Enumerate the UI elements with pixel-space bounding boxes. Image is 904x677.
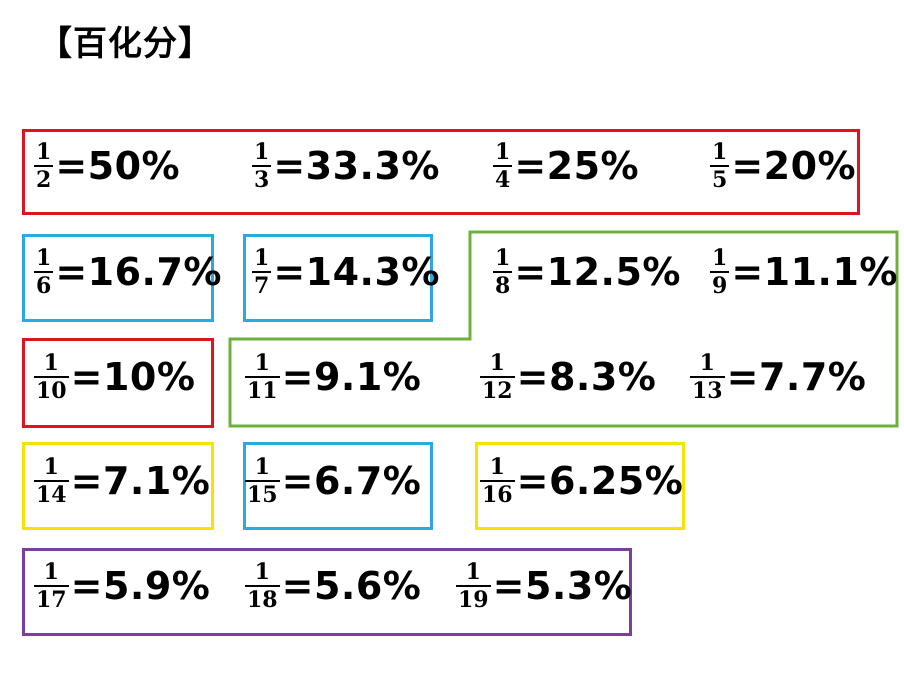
numerator: 1	[43, 559, 59, 585]
numerator: 1	[36, 245, 52, 271]
group-box-yellow-fourteenth	[22, 442, 214, 530]
percent-value: =5.6%	[281, 564, 422, 608]
denominator: 9	[712, 273, 728, 299]
numerator: 1	[254, 350, 270, 376]
fraction-item-1-17: 1 17 =5.9%	[34, 560, 210, 612]
fraction: 1 16	[480, 455, 515, 507]
percent-value: =12.5%	[514, 250, 681, 294]
percent-value: =14.3%	[273, 250, 440, 294]
percent-value: =9.1%	[281, 355, 422, 399]
numerator: 1	[465, 559, 481, 585]
percent-value: =20%	[731, 144, 857, 188]
percent-value: =33.3%	[273, 144, 440, 188]
fraction: 1 12	[480, 351, 515, 403]
group-box-red-halves-to-fifths	[22, 129, 860, 215]
denominator: 16	[482, 482, 513, 508]
percent-value: =5.9%	[70, 564, 211, 608]
percent-value: =10%	[70, 355, 196, 399]
numerator: 1	[712, 139, 728, 165]
numerator: 1	[254, 559, 270, 585]
fraction-item-1-13: 1 13 =7.7%	[690, 351, 866, 403]
percent-value: =16.7%	[55, 250, 222, 294]
numerator: 1	[489, 350, 505, 376]
fraction: 1 17	[34, 560, 69, 612]
denominator: 2	[36, 167, 52, 193]
fraction: 1 11	[245, 351, 280, 403]
fraction: 1 14	[34, 455, 69, 507]
denominator: 19	[458, 587, 489, 613]
fraction-item-1-14: 1 14 =7.1%	[34, 455, 210, 507]
denominator: 10	[36, 378, 67, 404]
percent-value: =5.3%	[492, 564, 633, 608]
denominator: 12	[482, 378, 513, 404]
group-box-red-tenth	[22, 338, 214, 428]
fraction-item-1-19: 1 19 =5.3%	[456, 560, 632, 612]
percent-value: =11.1%	[731, 250, 898, 294]
percent-value: =25%	[514, 144, 640, 188]
fraction: 1 15	[245, 455, 280, 507]
denominator: 18	[247, 587, 278, 613]
fraction-item-1-16: 1 16 =6.25%	[480, 455, 683, 507]
numerator: 1	[489, 454, 505, 480]
fraction-item-1-18: 1 18 =5.6%	[245, 560, 421, 612]
denominator: 15	[247, 482, 278, 508]
denominator: 5	[712, 167, 728, 193]
percent-value: =6.7%	[281, 459, 422, 503]
page-title: 【百化分】	[38, 24, 213, 64]
denominator: 3	[254, 167, 270, 193]
denominator: 7	[254, 273, 270, 299]
fraction-item-1-10: 1 10 =10%	[34, 351, 195, 403]
numerator: 1	[495, 245, 511, 271]
fraction: 1 10	[34, 351, 69, 403]
numerator: 1	[495, 139, 511, 165]
numerator: 1	[699, 350, 715, 376]
fraction-item-1-11: 1 11 =9.1%	[245, 351, 421, 403]
percent-value: =50%	[55, 144, 181, 188]
fraction: 1 19	[456, 560, 491, 612]
numerator: 1	[254, 245, 270, 271]
numerator: 1	[36, 139, 52, 165]
denominator: 8	[495, 273, 511, 299]
denominator: 6	[36, 273, 52, 299]
percent-value: =8.3%	[516, 355, 657, 399]
denominator: 11	[247, 378, 278, 404]
denominator: 14	[36, 482, 67, 508]
numerator: 1	[254, 139, 270, 165]
fraction: 1 18	[245, 560, 280, 612]
fraction-item-1-15: 1 15 =6.7%	[245, 455, 421, 507]
denominator: 17	[36, 587, 67, 613]
group-box-purple-seventeenth-to-nineteenth	[22, 548, 632, 636]
percent-value: =7.7%	[726, 355, 867, 399]
denominator: 13	[692, 378, 723, 404]
group-box-blue-sixth	[22, 234, 214, 322]
numerator: 1	[43, 454, 59, 480]
numerator: 1	[712, 245, 728, 271]
fraction: 1 13	[690, 351, 725, 403]
percent-value: =6.25%	[516, 459, 684, 503]
fraction-item-1-12: 1 12 =8.3%	[480, 351, 656, 403]
denominator: 4	[495, 167, 511, 193]
group-box-yellow-sixteenth	[475, 442, 685, 530]
numerator: 1	[43, 350, 59, 376]
numerator: 1	[254, 454, 270, 480]
group-box-blue-fifteenth	[243, 442, 433, 530]
percent-value: =7.1%	[70, 459, 211, 503]
